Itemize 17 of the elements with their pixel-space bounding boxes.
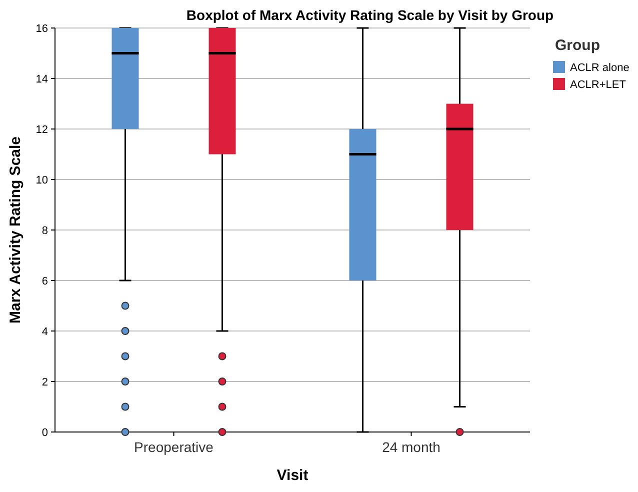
y-tick-label: 8	[42, 224, 48, 237]
y-tick-label: 12	[36, 124, 48, 136]
y-tick-label: 6	[42, 275, 48, 288]
x-tick-label: Preoperative	[134, 439, 214, 455]
x-tick-label: 24 month	[382, 439, 440, 455]
y-tick-label: 4	[42, 326, 48, 338]
chart-title: Boxplot of Marx Activity Rating Scale by Visit by Group	[186, 7, 554, 23]
legend-title: Group	[555, 37, 600, 54]
y-tick-label: 16	[36, 22, 48, 35]
y-tick-label: 14	[36, 73, 48, 86]
legend-label: ACLR+LET	[570, 79, 626, 91]
y-tick-label: 0	[42, 426, 48, 439]
x-axis-title: Visit	[276, 467, 308, 484]
y-axis-title: Marx Activity Rating Scale	[7, 136, 24, 324]
legend-label: ACLR alone	[570, 62, 630, 74]
y-tick-label: 10	[36, 174, 48, 186]
y-tick-label: 2	[42, 376, 48, 388]
